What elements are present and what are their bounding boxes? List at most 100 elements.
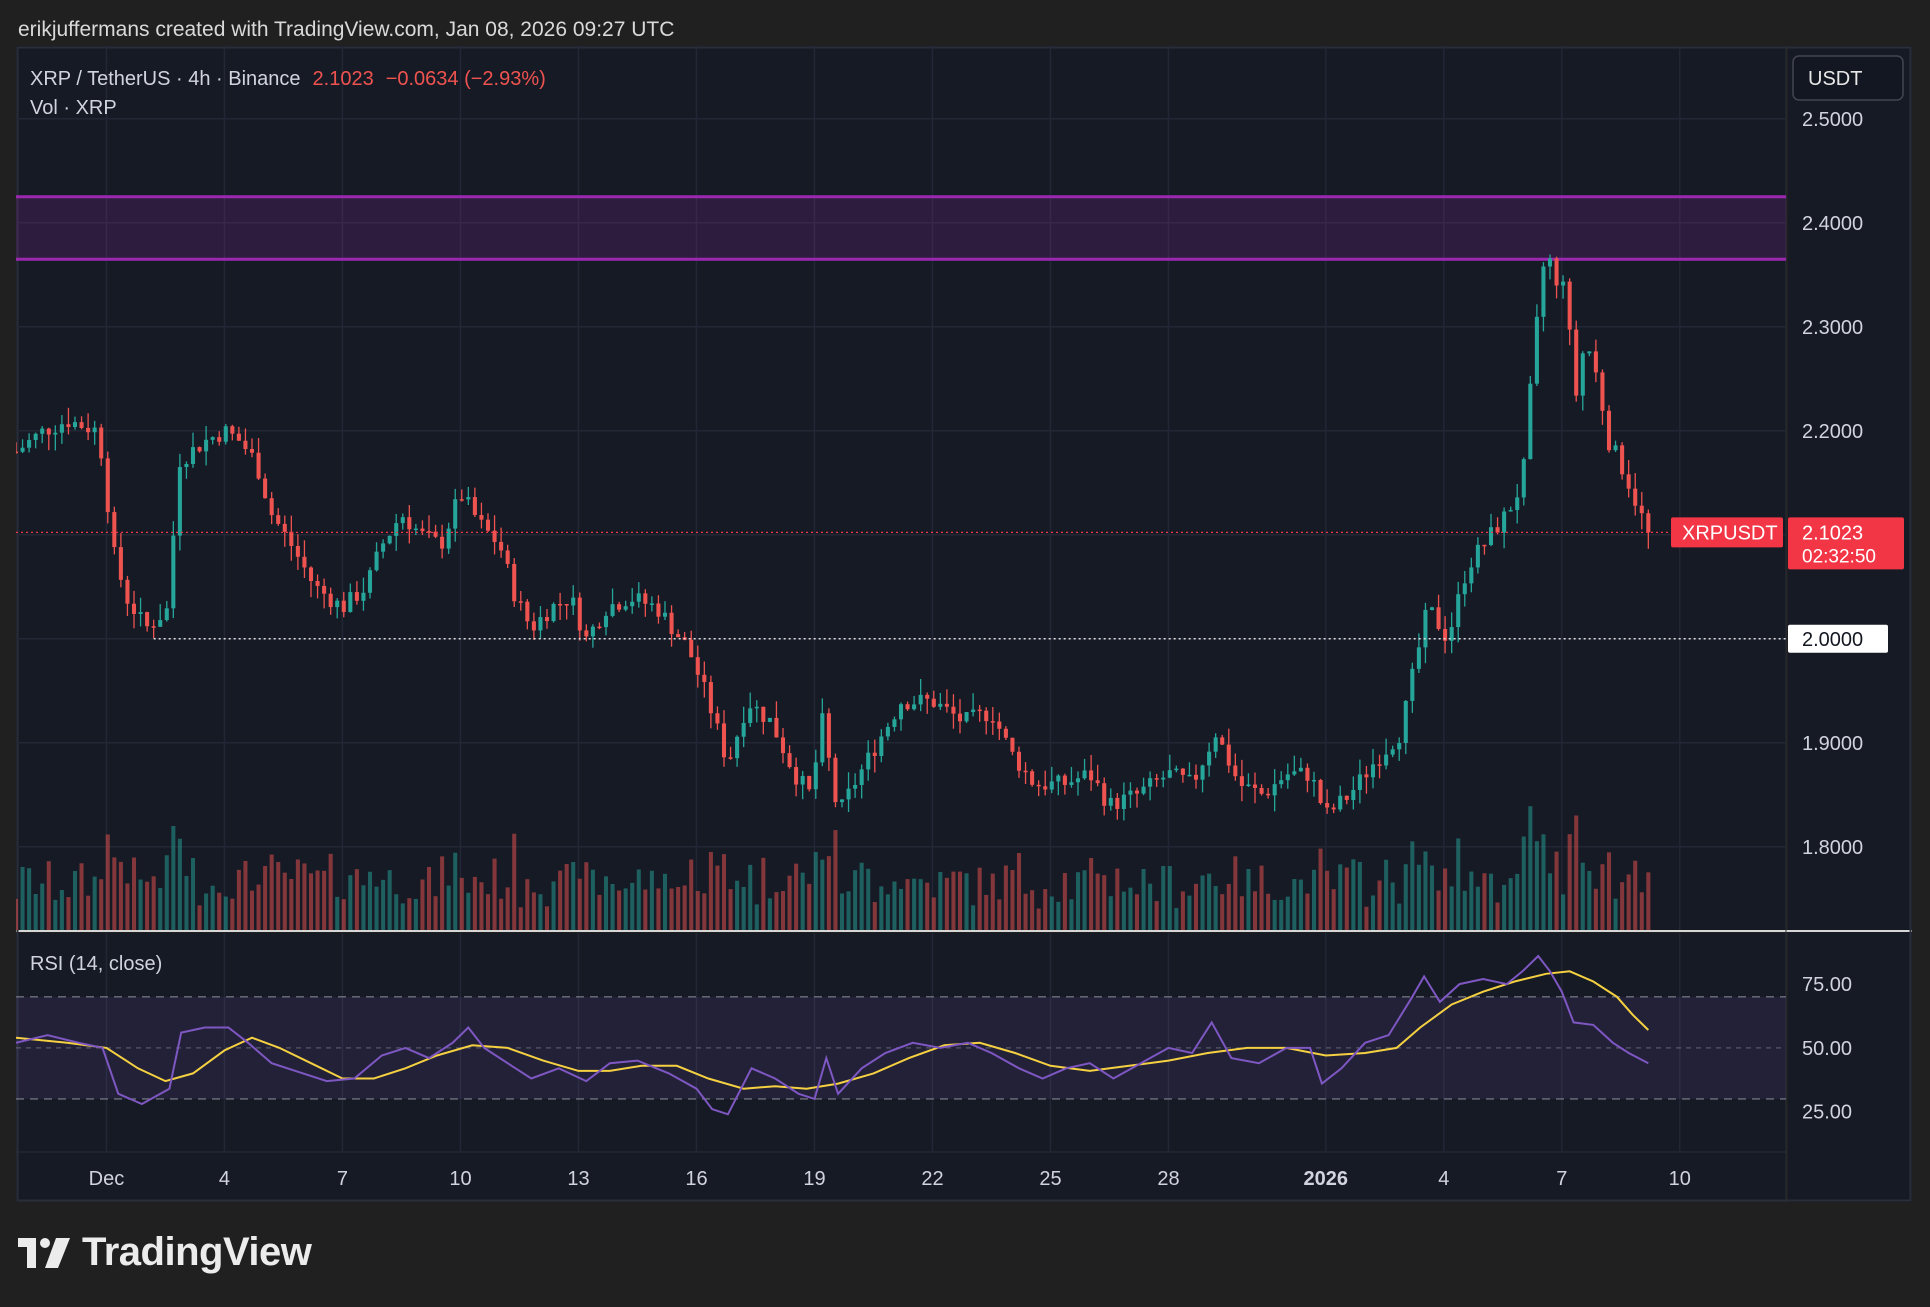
candle-body [1279, 780, 1284, 785]
attribution: erikjuffermans created with TradingView.… [18, 18, 675, 41]
volume-bar [1062, 873, 1067, 930]
candle-body [1305, 767, 1310, 781]
rsi-indicator [15, 954, 1786, 1116]
candle-body [938, 703, 943, 707]
time-tick-label: 7 [337, 1168, 348, 1190]
candle-body [322, 585, 327, 594]
candle-body [715, 713, 720, 724]
volume-bar [689, 859, 694, 930]
candle-body [249, 449, 255, 453]
candle-body [1154, 778, 1159, 780]
candle-body [918, 694, 923, 705]
chart-container[interactable]: 2.0000 XRPUSDT 2.1023 02:32:50 2.5000 2.4000… [13, 46, 1912, 1202]
candle-body [1325, 803, 1330, 808]
volume-bar [931, 897, 936, 930]
volume-bar [112, 857, 117, 930]
volume-bar [1416, 864, 1421, 930]
candle-body [905, 704, 910, 710]
candle-body [944, 703, 949, 707]
volume-bar [800, 872, 805, 930]
volume-bar [453, 852, 458, 930]
candle-body [197, 447, 202, 452]
time-tick-label: 22 [921, 1168, 943, 1190]
rsi-tick-label: 25.00 [1802, 1102, 1852, 1124]
candle-body [59, 424, 64, 433]
candle-body [610, 604, 615, 616]
time-tick-label: 25 [1039, 1168, 1061, 1190]
candle-body [885, 726, 890, 737]
tradingview-logo[interactable]: TradingView [18, 1230, 312, 1275]
currency-button[interactable] [1792, 55, 1904, 101]
candle-body [800, 775, 805, 785]
volume-bar [1456, 838, 1461, 930]
candle-body [33, 433, 38, 441]
candle-body [590, 626, 595, 637]
candle-body [1056, 775, 1061, 782]
volume-bar [977, 867, 982, 930]
candle-body [603, 615, 609, 628]
volume-bar [1318, 848, 1323, 930]
candle-body [1193, 774, 1199, 780]
volume-bar [374, 886, 379, 930]
volume-bar [472, 876, 477, 930]
rsi-ma-line [15, 970, 1649, 1090]
volume-bar [1056, 901, 1061, 930]
candle-body [1134, 790, 1140, 794]
legend-symbol[interactable]: XRP / TetherUS · 4h · Binance 2.1023 −0.06… [30, 68, 546, 90]
volume-bar [171, 825, 176, 930]
candle-body [630, 601, 635, 607]
candle-body [1239, 776, 1244, 786]
candle-body [518, 601, 523, 603]
candle-body [1475, 544, 1480, 568]
volume-bar [951, 871, 956, 930]
volume-bar [643, 889, 648, 930]
candle-body [1082, 770, 1087, 779]
volume-bar [236, 869, 241, 930]
rsi-legend[interactable]: RSI (14, close) [30, 953, 162, 975]
candle-body [866, 752, 871, 770]
candle-body [689, 639, 694, 658]
candle-body [210, 437, 215, 440]
volume-bar [263, 866, 268, 930]
candle-body [551, 603, 556, 622]
volume-bar [1357, 861, 1362, 930]
volume-bars [13, 806, 1651, 930]
volume-bar [1266, 893, 1271, 930]
volume-bar [1305, 893, 1310, 930]
candle-body [676, 634, 681, 638]
volume-bar [1620, 882, 1625, 930]
candle-body [1469, 567, 1474, 584]
price-tick-label: 2.2000 [1802, 421, 1863, 443]
volume-bar [853, 870, 858, 930]
candle-body [525, 601, 530, 622]
volume-bar [1587, 871, 1592, 930]
legend-volume[interactable]: Vol · XRP [30, 97, 117, 119]
volume-bar [872, 902, 877, 930]
candle-body [426, 531, 432, 533]
volume-bar [394, 894, 399, 930]
candle-body [1410, 668, 1415, 701]
time-tick-label: 16 [685, 1168, 707, 1190]
candle-body [748, 708, 753, 723]
volume-bar [1344, 867, 1349, 930]
candle-body [171, 535, 176, 609]
volume-bar [1423, 851, 1428, 930]
candle-body [1246, 784, 1251, 787]
volume-bar [584, 862, 589, 930]
volume-bar [1541, 834, 1546, 930]
candle-body [1639, 505, 1644, 514]
candle-body [1318, 779, 1323, 804]
volume-bar [99, 879, 104, 930]
volume-bar [1626, 874, 1631, 930]
price-tick-label: 2.4000 [1802, 213, 1863, 235]
candle-body [1534, 316, 1539, 384]
volume-bar [597, 894, 602, 930]
volume-bar [1364, 906, 1369, 930]
tradingview-brand: TradingView [82, 1230, 312, 1274]
symbol-tag [1671, 517, 1783, 548]
volume-bar [354, 869, 359, 930]
volume-bar [1449, 886, 1454, 930]
volume-bar [210, 885, 215, 930]
volume-bar [1213, 886, 1218, 930]
